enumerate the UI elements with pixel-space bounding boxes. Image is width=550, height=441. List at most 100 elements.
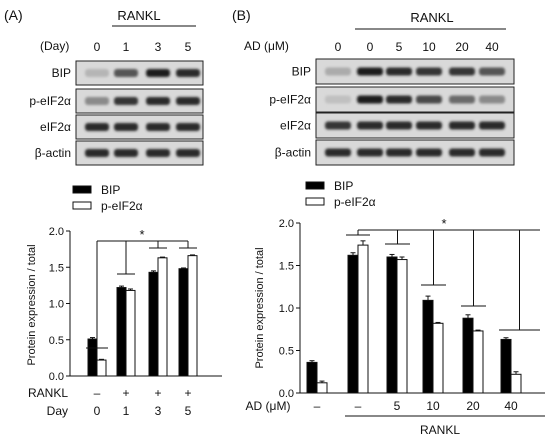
panel-a-blot-band (85, 123, 109, 131)
panel-b-lane-label: 10 (422, 40, 436, 54)
panel-b-blot-row-label: BIP (292, 65, 311, 79)
panel-b-y-tick-label: 1.5 (279, 261, 294, 273)
panel-b-blot-band (416, 67, 442, 76)
panel-a-blot-row: eIF2α (40, 114, 204, 140)
panel-b-y-tick-label: 0.5 (279, 346, 294, 358)
panel-a-table-cell: 1 (123, 404, 130, 418)
panel-b-blot-band (479, 95, 505, 104)
panel-b-legend-swatch (305, 181, 325, 190)
panel-a-lane-labels: 0 1 3 5 (94, 40, 192, 54)
panel-b-table-cell: – (314, 399, 321, 413)
panel-a-blot-row: BIP (52, 60, 204, 86)
panel-b-blot-band (449, 121, 475, 130)
panel-a-table-cell: 3 (155, 404, 162, 418)
panel-b-y-axis-label: Protein expression / total (254, 247, 266, 368)
panel-b-blot-band (386, 121, 412, 130)
panel-b-bar (432, 322, 444, 394)
panel-b-lane-label: 20 (455, 40, 469, 54)
panel-a-bar (187, 255, 198, 377)
panel-b-significance-star: * (441, 216, 446, 231)
panel-a-bar (178, 268, 189, 377)
panel-a-table-cell: + (122, 386, 129, 400)
panel-a-blot-band (176, 123, 200, 131)
panel-a-blot-band (146, 123, 170, 131)
panel-a-significance-star: * (139, 227, 144, 242)
panel-a-blot-row: β-actin (35, 140, 204, 166)
panel-a-blot-band (114, 97, 138, 105)
panel-b-bar-chart: BIP p-eIF2α Protein expression / total 0.… (246, 179, 545, 437)
panel-b-bar (347, 254, 359, 394)
panel-a-bars (87, 254, 198, 377)
panel-a-blot-rows: BIP p-eIF2α eIF2α β-actin (29, 60, 204, 166)
panel-b-blot-row: p-eIF2α (269, 86, 515, 113)
panel-b-blot-band (449, 148, 475, 157)
panel-b-lane-label: 0 (335, 40, 342, 54)
panel-b-bar (462, 317, 474, 394)
panel-a-bar (87, 338, 98, 377)
panel-b-table-cell: 40 (504, 399, 518, 413)
panel-a-blot-band (85, 149, 109, 157)
panel-a-legend: BIP p-eIF2α (72, 183, 143, 213)
panel-a-bar-chart: BIP p-eIF2α Protein expression / total 0.… (26, 183, 222, 418)
panel-b-bar (386, 256, 398, 394)
panel-a-blot-band (176, 149, 200, 157)
panel-b-bar (422, 299, 434, 394)
panel-b-label: (B) (232, 7, 251, 23)
panel-a-axes: 0.0 0.5 1.0 1.5 2.0 (49, 226, 222, 383)
panel-a-y-tick-label: 0.5 (49, 335, 64, 347)
panel-a-western-blot: (A) RANKL (Day) 0 1 3 5 BIP p-eIF2α eIF2α β-ac… (4, 7, 204, 166)
panel-b-blot-row-label: eIF2α (280, 119, 311, 133)
panel-b-bars (306, 240, 522, 394)
panel-b-table-row-label: AD (μM) (246, 399, 291, 413)
panel-b-lane-labels: 0 0 5 10 20 40 (335, 40, 499, 54)
panel-a-y-tick-label: 1.0 (49, 299, 64, 311)
panel-b-blot-band (416, 148, 442, 157)
panel-b-bar (306, 361, 318, 394)
panel-b-lane-label: 0 (367, 40, 374, 54)
panel-b-lane-label: 5 (396, 40, 403, 54)
panel-b-blot-band (479, 148, 505, 157)
panel-a-bar (125, 289, 136, 377)
panel-a-blot-row-label: p-eIF2α (29, 94, 71, 108)
panel-a-treatment-table: RANKL – + + + Day 0 1 3 5 (28, 386, 192, 418)
panel-a-table-row-label: RANKL (28, 386, 68, 400)
panel-a-legend-label: p-eIF2α (101, 199, 143, 213)
panel-a-table-cell: – (94, 386, 101, 400)
panel-b-ad-header: AD (μM) (244, 39, 289, 53)
panel-b-table-cell: 5 (394, 399, 401, 413)
panel-a-legend-swatch (72, 201, 92, 210)
panel-b-lane-label: 40 (485, 40, 499, 54)
panel-a-bar (116, 287, 127, 377)
panel-a-blot-band (85, 69, 109, 77)
panel-b-blot-row-label: β-actin (275, 146, 311, 160)
panel-a-blot-band (114, 123, 138, 131)
panel-b-blot-band (325, 148, 351, 157)
panel-b-blot-band (479, 121, 505, 130)
panel-a-day-header: (Day) (40, 39, 69, 53)
panel-a-y-tick-label: 2.0 (49, 226, 64, 238)
panel-a-legend-label: BIP (101, 183, 120, 197)
panel-a-blot-row-label: BIP (52, 66, 71, 80)
panel-a-table-cell: + (154, 386, 161, 400)
panel-b-blot-row-label: p-eIF2α (269, 93, 311, 107)
panel-b-bar (357, 244, 369, 394)
panel-a-lane-label: 0 (94, 40, 101, 54)
panel-a-rankl-header: RANKL (117, 8, 160, 23)
panel-b-blot-band (416, 95, 442, 104)
panel-a-y-axis-label: Protein expression / total (26, 244, 38, 365)
panel-b-blot-row: β-actin (275, 139, 515, 166)
panel-b-legend-swatch (305, 197, 325, 206)
panel-a-blot-row-label: β-actin (35, 146, 71, 160)
panel-a-blot-band (146, 69, 170, 77)
panel-b-blot-band (325, 95, 351, 104)
panel-a-bar (96, 359, 107, 377)
panel-b-blot-rows: BIP p-eIF2α eIF2α β-actin (269, 58, 515, 166)
panel-b-blot-band (357, 67, 383, 76)
panel-a-blot-band (114, 149, 138, 157)
panel-b-bar (510, 373, 522, 394)
panel-a-bar (148, 271, 159, 377)
panel-b-blot-band (357, 95, 383, 104)
panel-a-table-cell: + (184, 386, 191, 400)
panel-b-table-cell: 20 (466, 399, 480, 413)
